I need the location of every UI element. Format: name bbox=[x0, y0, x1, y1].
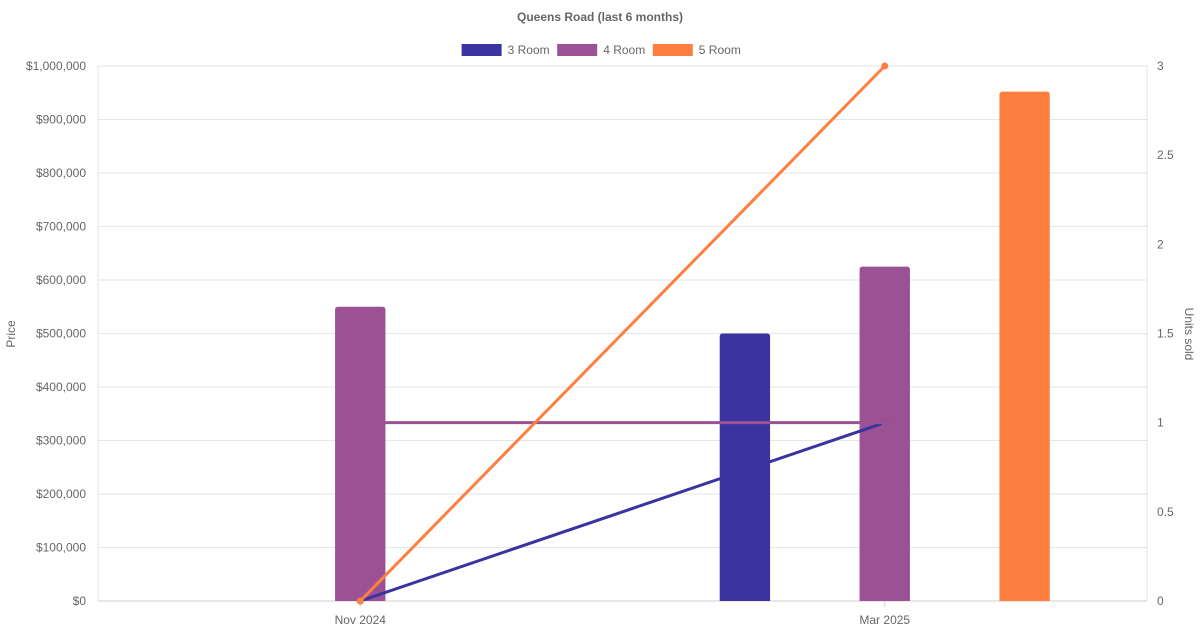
x-tick-label: Mar 2025 bbox=[859, 613, 910, 627]
line-point bbox=[356, 597, 364, 605]
axes: $0 $100,000 $200,000 $300,000 $400,000 $500,0… bbox=[26, 59, 1174, 627]
y-left-tick-label: $800,000 bbox=[36, 166, 86, 180]
y-right-tick-label: 2 bbox=[1157, 237, 1164, 251]
grid-lines bbox=[97, 65, 1148, 607]
y-right-tick-label: 1.5 bbox=[1157, 327, 1174, 341]
y-left-tick-label: $600,000 bbox=[36, 273, 86, 287]
legend-swatch bbox=[461, 44, 502, 56]
x-tick-label: Nov 2024 bbox=[335, 613, 387, 627]
line-3-room bbox=[359, 421, 886, 603]
y-right-tick-label: 2.5 bbox=[1157, 148, 1174, 162]
y-right-tick-label: 1 bbox=[1157, 416, 1164, 430]
legend[interactable]: 3 Room 4 Room 5 Room bbox=[461, 43, 741, 57]
y-left-tick-label: $0 bbox=[73, 594, 87, 608]
legend-swatch bbox=[652, 44, 693, 56]
legend-label: 4 Room bbox=[603, 43, 645, 57]
bar-4-room bbox=[859, 266, 910, 601]
line-point bbox=[881, 62, 889, 70]
y-left-tick-label: $500,000 bbox=[36, 327, 86, 341]
line-point bbox=[356, 419, 364, 427]
legend-swatch bbox=[557, 44, 598, 56]
y-right-tick-label: 0 bbox=[1157, 594, 1164, 608]
bar-4-room bbox=[335, 306, 386, 601]
y-right-axis-title: Units sold bbox=[1182, 308, 1196, 361]
chart-title: Queens Road (last 6 months) bbox=[517, 10, 683, 24]
y-left-tick-label: $100,000 bbox=[36, 541, 86, 555]
y-left-tick-label: $300,000 bbox=[36, 434, 86, 448]
y-left-tick-label: $900,000 bbox=[36, 113, 86, 127]
y-left-tick-label: $200,000 bbox=[36, 487, 86, 501]
y-right-tick-label: 3 bbox=[1157, 59, 1164, 73]
y-right-tick-label: 0.5 bbox=[1157, 505, 1174, 519]
bar-3-room bbox=[719, 333, 771, 601]
line-point bbox=[881, 419, 889, 427]
y-left-tick-label: $400,000 bbox=[36, 380, 86, 394]
legend-label: 3 Room bbox=[508, 43, 550, 57]
line-series bbox=[356, 62, 889, 605]
y-left-axis-title: Price bbox=[4, 320, 18, 348]
bar-5-room bbox=[999, 91, 1050, 602]
y-left-tick-label: $700,000 bbox=[36, 220, 86, 234]
bar-series bbox=[335, 91, 1050, 602]
y-left-tick-label: $1,000,000 bbox=[26, 59, 86, 73]
line-5-room bbox=[359, 64, 886, 603]
legend-label: 5 Room bbox=[699, 43, 741, 57]
